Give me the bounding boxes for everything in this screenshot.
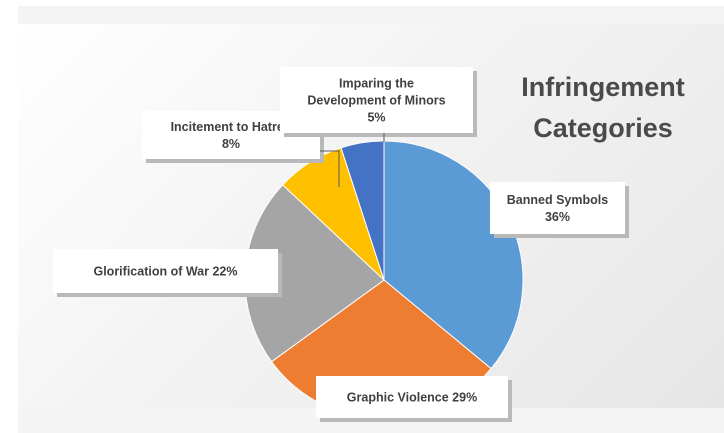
data-label-text: 36% bbox=[545, 210, 570, 224]
chart-title-line-2: Categories bbox=[533, 113, 673, 143]
data-label-box bbox=[490, 182, 625, 234]
data-label-text: Incitement to Hatred bbox=[171, 120, 292, 134]
data-label-banned-symbols: Banned Symbols 36% bbox=[490, 182, 629, 238]
data-label-text: Development of Minors bbox=[307, 94, 445, 108]
data-label-graphic-violence: Graphic Violence 29% bbox=[316, 376, 512, 422]
data-label-text: Glorification of War 22% bbox=[93, 265, 237, 279]
leader-line bbox=[320, 150, 340, 187]
data-label-text: 5% bbox=[367, 111, 385, 125]
data-label-box bbox=[280, 67, 473, 133]
data-label-text: Graphic Violence 29% bbox=[347, 391, 477, 405]
data-label-text: Banned Symbols bbox=[507, 193, 608, 207]
data-labels: Banned Symbols 36% Graphic Violence 29% Glo… bbox=[53, 67, 629, 422]
data-label-glorification-of-war: Glorification of War 22% bbox=[53, 249, 282, 297]
data-label-text: 8% bbox=[222, 137, 240, 151]
data-label-box bbox=[53, 249, 278, 293]
chart-title-line-1: Infringement bbox=[521, 72, 685, 102]
data-label-imparing-the-development-of-minors: Imparing the Development of Minors 5% bbox=[280, 67, 477, 142]
data-label-box bbox=[316, 376, 508, 418]
data-label-text: Imparing the bbox=[339, 77, 414, 91]
